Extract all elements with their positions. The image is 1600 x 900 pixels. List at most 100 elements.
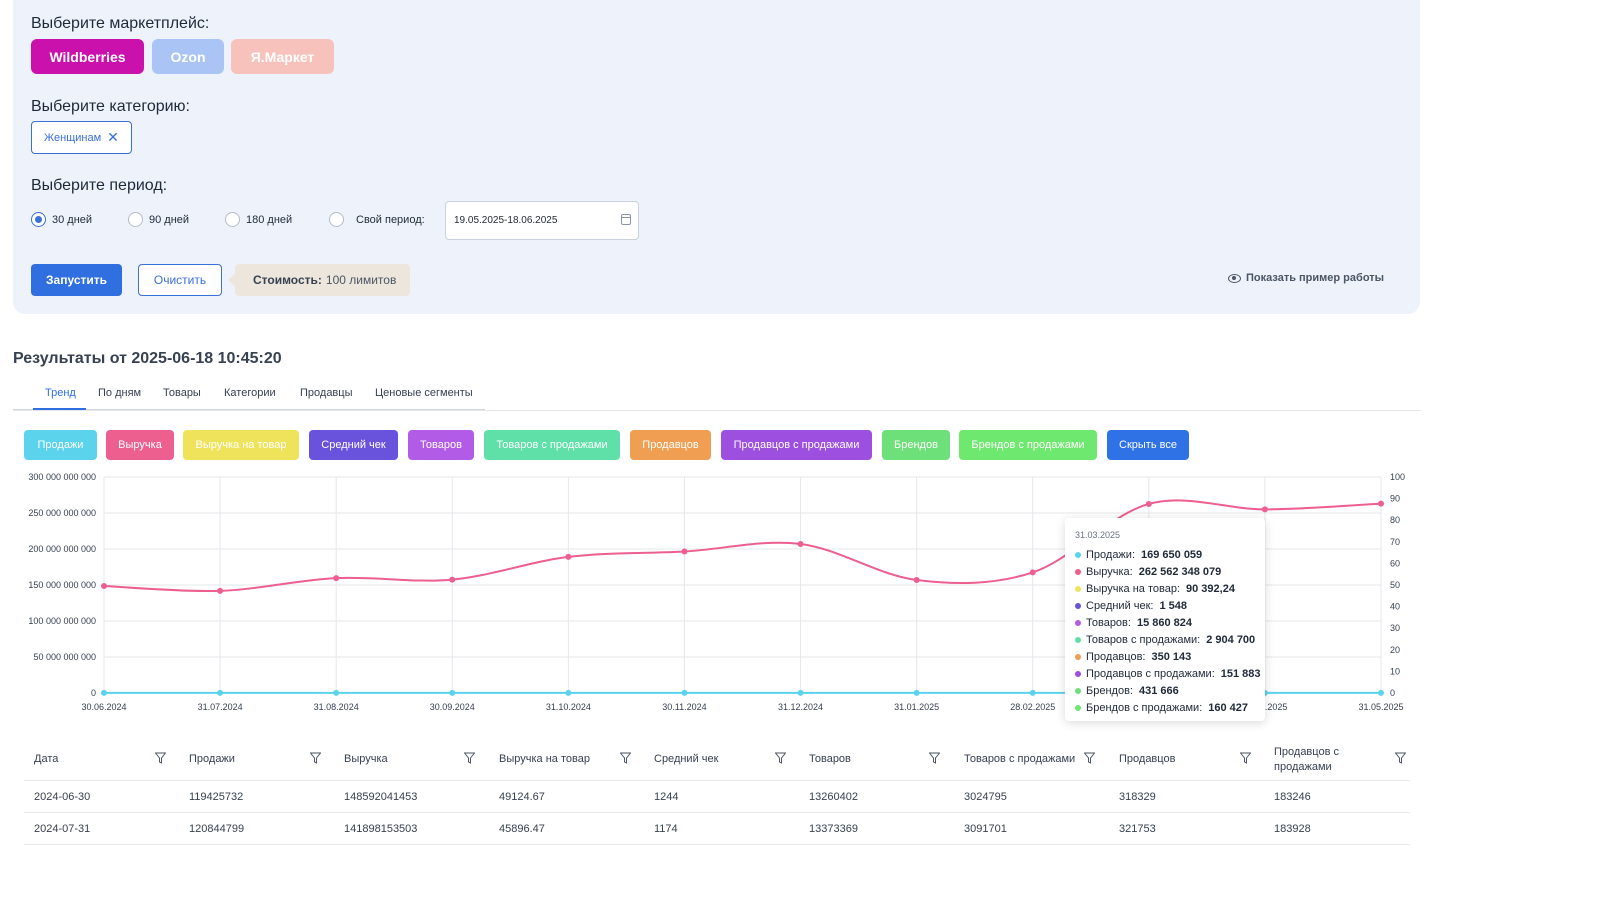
legend-dot-icon: [1075, 619, 1081, 626]
y-tick-label-right: 80: [1390, 515, 1400, 525]
series-toggle-brands[interactable]: Брендов: [882, 430, 950, 460]
tooltip-value: 431 666: [1138, 684, 1179, 697]
filter-icon[interactable]: [1240, 752, 1251, 764]
tooltip-row: Продажи: 169 650 059: [1075, 546, 1255, 563]
filter-icon[interactable]: [1084, 752, 1095, 764]
results-tabs: Тренд По дням Товары Категории Продавцы …: [13, 384, 1421, 411]
tooltip-value: 90 392,24: [1186, 582, 1235, 595]
category-chip[interactable]: Женщинам ✕: [31, 121, 132, 154]
date-range-value: 19.05.2025-18.06.2025: [454, 215, 558, 226]
filter-icon[interactable]: [775, 752, 786, 764]
active-tab-indicator: [33, 408, 86, 410]
show-example-link[interactable]: Показать пример работы: [1228, 272, 1384, 284]
series-toggle-sellers-with-sales[interactable]: Продавцов с продажами: [721, 430, 872, 460]
category-chip-label: Женщинам: [44, 131, 102, 144]
x-tick-label: 31.10.2024: [546, 702, 591, 712]
filter-icon[interactable]: [310, 752, 321, 764]
y-tick-label-right: 100: [1390, 472, 1405, 482]
tooltip-value: 262 562 348 079: [1138, 565, 1222, 578]
radio-unchecked-icon[interactable]: [128, 212, 143, 227]
remove-chip-icon[interactable]: ✕: [107, 129, 119, 145]
tab-categories[interactable]: Категории: [224, 387, 276, 399]
table-header-cell: Выручка на товар: [499, 753, 590, 765]
radio-checked-icon[interactable]: [31, 212, 46, 227]
tooltip-row: Продавцов с продажами: 151 883: [1075, 665, 1261, 682]
series-toggle-avg-check[interactable]: Средний чек: [309, 430, 398, 460]
marketplace-ymarket-button[interactable]: Я.Маркет: [231, 39, 334, 74]
y-tick-label-right: 0: [1390, 688, 1395, 698]
table-header-cell: Товаров с продажами: [964, 753, 1076, 765]
tooltip-row: Продавцов: 350 143: [1075, 648, 1255, 665]
filter-icon[interactable]: [1395, 752, 1406, 764]
period-radio-custom[interactable]: Свой период:: [329, 212, 425, 227]
series-toggle-sellers[interactable]: Продавцов: [630, 430, 711, 460]
series-point: [1261, 506, 1268, 513]
filter-icon[interactable]: [620, 752, 631, 764]
table-header: Дата Продажи Выручка Выручка на товар Средни…: [24, 738, 1410, 781]
series-toggle-revenue[interactable]: Выручка: [106, 430, 174, 460]
y-tick-label-left: 150 000 000 000: [28, 580, 96, 590]
table-cell: 49124.67: [499, 791, 545, 803]
series-point: [913, 689, 920, 696]
series-toggle-brands-with-sales[interactable]: Брендов с продажами: [959, 430, 1097, 460]
marketplace-wildberries-button[interactable]: Wildberries: [31, 39, 144, 74]
table-header-cell: Выручка: [344, 753, 388, 765]
results-title: Результаты от 2025-06-18 10:45:20: [13, 350, 282, 367]
period-radio-30[interactable]: 30 дней: [31, 212, 92, 227]
y-tick-label-right: 30: [1390, 623, 1400, 633]
tooltip-label: Товаров:: [1086, 616, 1131, 629]
tab-by-days[interactable]: По дням: [98, 387, 142, 399]
series-toggle-sales[interactable]: Продажи: [24, 430, 97, 460]
series-point: [101, 583, 107, 590]
y-tick-label-right: 50: [1390, 580, 1400, 590]
marketplace-ozon-button[interactable]: Ozon: [152, 39, 224, 74]
filter-icon[interactable]: [464, 752, 475, 764]
series-toggle-products-with-sales[interactable]: Товаров с продажами: [484, 430, 620, 460]
tooltip-row: Брендов: 431 666: [1075, 682, 1255, 699]
period-radio-90[interactable]: 90 дней: [128, 212, 189, 227]
clear-button[interactable]: Очистить: [138, 264, 222, 296]
tooltip-value: 350 143: [1151, 650, 1192, 663]
x-tick-label: 28.02.2025: [1010, 702, 1055, 712]
x-tick-label: 30.06.2024: [81, 702, 126, 712]
filter-icon[interactable]: [929, 752, 940, 764]
y-tick-label-left: 300 000 000 000: [28, 472, 96, 482]
period-radio-label: Свой период:: [356, 213, 425, 226]
tabs-divider: [13, 409, 485, 410]
table-header-cell: Дата: [34, 753, 59, 765]
series-point: [565, 553, 572, 560]
series-point: [565, 689, 572, 696]
tooltip-row: Выручка: 262 562 348 079: [1075, 563, 1255, 580]
table-header-cell: Продавцов: [1119, 753, 1176, 765]
period-radio-180[interactable]: 180 дней: [225, 212, 292, 227]
hide-all-button[interactable]: Скрыть все: [1107, 430, 1189, 460]
series-toggle-products[interactable]: Товаров: [408, 430, 474, 460]
tab-trend[interactable]: Тренд: [45, 387, 76, 399]
eye-icon: [1228, 273, 1241, 283]
series-point: [217, 587, 224, 594]
legend-dot-icon: [1075, 551, 1081, 558]
tooltip-label: Продажи:: [1086, 548, 1135, 561]
period-label: Выберите период:: [31, 177, 168, 194]
tab-price-segments[interactable]: Ценовые сегменты: [375, 387, 473, 399]
tab-products[interactable]: Товары: [163, 387, 201, 399]
table-header-cell: Средний чек: [654, 753, 719, 765]
legend-dot-icon: [1075, 602, 1081, 609]
table-row: 2024-06-30 119425732 148592041453 49124.67 1…: [24, 781, 1410, 813]
tab-sellers[interactable]: Продавцы: [300, 387, 353, 399]
x-tick-label: 31.08.2024: [314, 702, 359, 712]
series-point: [333, 689, 340, 696]
date-range-input[interactable]: 19.05.2025-18.06.2025: [445, 201, 639, 240]
tooltip-date: 31.03.2025: [1075, 530, 1121, 540]
tooltip-label: Выручка на товар:: [1086, 582, 1180, 595]
tooltip-row: Товаров: 15 860 824: [1075, 614, 1255, 631]
radio-unchecked-icon[interactable]: [329, 212, 344, 227]
series-toggle-revenue-per-item[interactable]: Выручка на товар: [183, 430, 299, 460]
tooltip-row: Брендов с продажами: 160 427: [1075, 699, 1255, 716]
filter-icon[interactable]: [155, 752, 166, 764]
legend-dot-icon: [1075, 670, 1081, 677]
series-point: [449, 689, 456, 696]
run-button[interactable]: Запустить: [31, 264, 122, 296]
calendar-icon[interactable]: [621, 214, 631, 225]
radio-unchecked-icon[interactable]: [225, 212, 240, 227]
